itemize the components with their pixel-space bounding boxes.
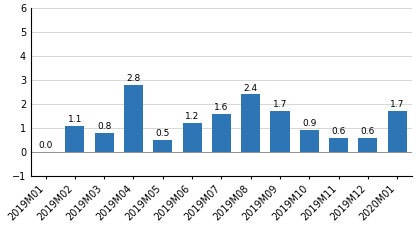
Bar xyxy=(183,123,202,152)
Bar xyxy=(241,94,260,152)
Text: 1.6: 1.6 xyxy=(214,103,228,112)
Text: 1.2: 1.2 xyxy=(185,112,199,121)
Text: 0.9: 0.9 xyxy=(302,119,317,128)
Text: 0.5: 0.5 xyxy=(156,129,170,138)
Bar xyxy=(95,133,114,152)
Text: 2.4: 2.4 xyxy=(244,84,258,93)
Bar xyxy=(329,138,348,152)
Text: 0.6: 0.6 xyxy=(361,127,375,136)
Text: 0.6: 0.6 xyxy=(332,127,346,136)
Text: 0.0: 0.0 xyxy=(38,141,53,150)
Bar xyxy=(388,111,407,152)
Bar xyxy=(358,138,377,152)
Bar xyxy=(212,114,231,152)
Bar xyxy=(124,85,143,152)
Text: 1.7: 1.7 xyxy=(390,100,404,109)
Text: 1.7: 1.7 xyxy=(273,100,287,109)
Text: 1.1: 1.1 xyxy=(68,115,82,124)
Bar xyxy=(270,111,290,152)
Bar xyxy=(300,130,319,152)
Bar xyxy=(153,140,172,152)
Text: 0.8: 0.8 xyxy=(97,122,111,131)
Bar xyxy=(65,126,84,152)
Text: 2.8: 2.8 xyxy=(126,74,141,83)
